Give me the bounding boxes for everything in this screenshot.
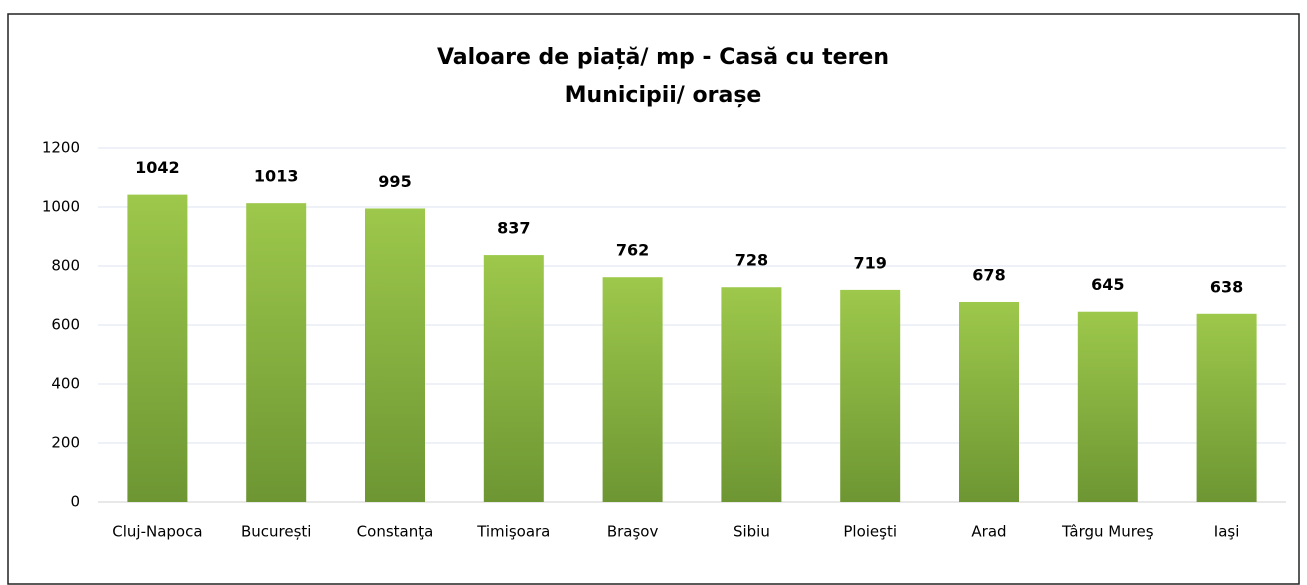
- bar: [1077, 311, 1138, 502]
- y-tick-label: 400: [51, 375, 80, 393]
- x-tick-label: Arad: [971, 523, 1006, 541]
- y-tick-label: 800: [51, 257, 80, 275]
- y-tick-label: 0: [70, 493, 80, 511]
- bar: [1196, 313, 1257, 502]
- bar: [721, 287, 782, 502]
- data-label: 1042: [135, 158, 180, 177]
- x-tick-label: Braşov: [607, 523, 659, 541]
- bar: [246, 203, 307, 503]
- bar: [483, 255, 544, 502]
- x-tick-label: București: [241, 523, 311, 541]
- y-tick-label: 200: [51, 434, 80, 452]
- bar: [365, 208, 425, 502]
- data-label: 728: [735, 251, 768, 270]
- data-label: 762: [616, 241, 649, 260]
- data-label: 678: [972, 265, 1005, 284]
- x-tick-label: Constanţa: [357, 523, 434, 541]
- x-tick-label: Târgu Mureş: [1061, 523, 1154, 541]
- y-tick-label: 600: [51, 316, 80, 334]
- data-label: 645: [1091, 275, 1124, 294]
- data-label: 995: [378, 172, 411, 191]
- x-tick-label: Ploieşti: [843, 523, 897, 541]
- chart-subtitle: Municipii/ orașe: [565, 83, 762, 108]
- bar: [959, 301, 1019, 502]
- data-label: 719: [853, 253, 886, 272]
- data-label: 638: [1210, 277, 1243, 296]
- x-tick-label: Iaşi: [1214, 523, 1240, 541]
- bar: [127, 194, 188, 503]
- bar: [602, 277, 663, 502]
- data-label: 837: [497, 219, 530, 238]
- x-tick-label: Sibiu: [733, 523, 770, 541]
- chart-title: Valoare de piață/ mp - Casă cu teren: [437, 45, 889, 70]
- y-tick-label: 1200: [42, 139, 80, 157]
- bar: [840, 289, 901, 502]
- x-tick-label: Cluj-Napoca: [112, 523, 202, 541]
- x-tick-label: Timişoara: [476, 523, 550, 541]
- data-label: 1013: [254, 167, 299, 186]
- y-tick-label: 1000: [42, 198, 80, 216]
